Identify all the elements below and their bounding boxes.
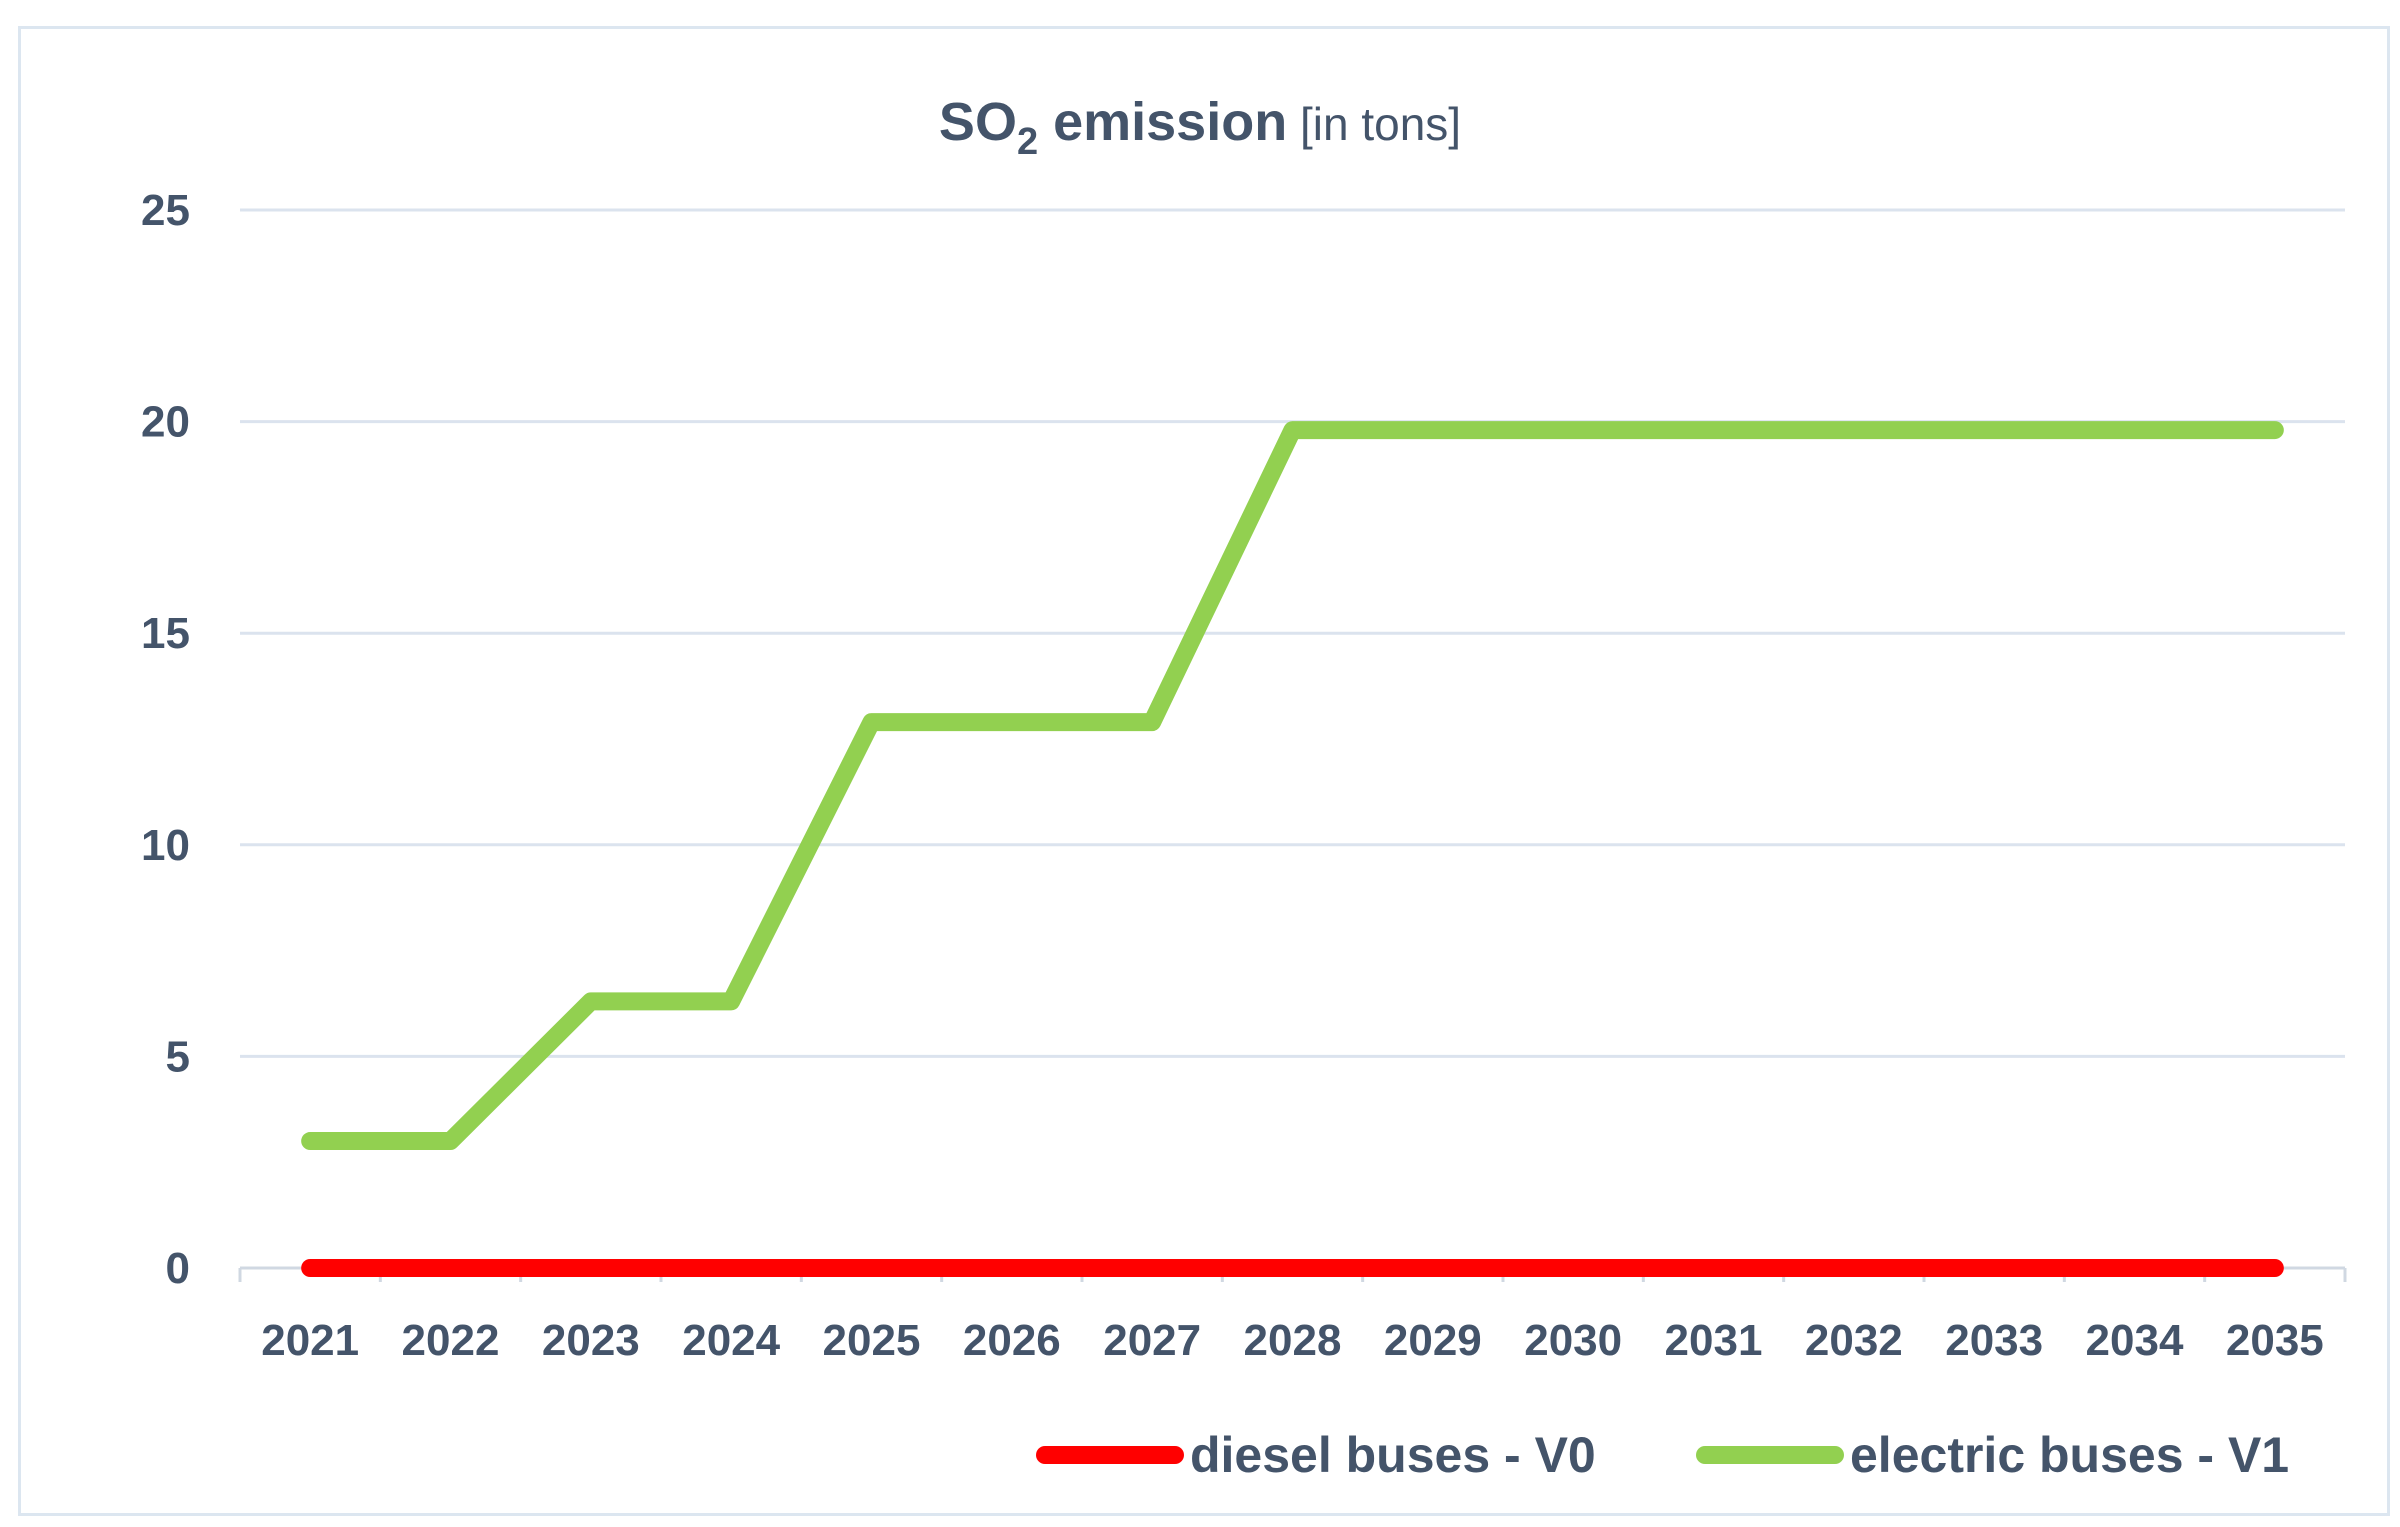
legend: diesel buses - V0 electric buses - V1 <box>1036 1427 2289 1483</box>
legend-label: diesel buses - V0 <box>1190 1427 1596 1483</box>
x-tick-label: 2024 <box>682 1316 780 1365</box>
series-lines <box>301 421 2284 1277</box>
series-line <box>301 421 2284 1151</box>
series-electric <box>301 421 2284 1151</box>
chart-title-unit: [in tons] <box>1287 98 1461 150</box>
x-tick-label: 2023 <box>542 1316 640 1365</box>
series-diesel <box>301 1259 2284 1277</box>
x-tick-label: 2025 <box>823 1316 921 1365</box>
y-tick-label: 5 <box>166 1032 190 1081</box>
y-tick-label: 15 <box>141 609 190 658</box>
x-axis: 2021 2022 2023 2024 2025 2026 2027 2028 2029 2030… <box>238 1266 2347 1365</box>
x-tick-label: 2022 <box>402 1316 500 1365</box>
y-tick-label: 20 <box>141 398 190 447</box>
gridlines <box>240 208 2345 1270</box>
y-tick-label: 0 <box>166 1244 190 1293</box>
x-tick-label: 2034 <box>2086 1316 2184 1365</box>
legend-label: electric buses - V1 <box>1850 1427 2289 1483</box>
x-tick-label: 2033 <box>1945 1316 2043 1365</box>
x-tick-label: 2030 <box>1524 1316 1622 1365</box>
chart-title: SO2 emission [in tons] <box>939 92 1461 163</box>
chart-title-main: SO <box>939 92 1017 152</box>
y-axis-ticks: 0 5 10 15 20 25 <box>141 186 190 1293</box>
x-tick-label: 2026 <box>963 1316 1061 1365</box>
y-tick-label: 10 <box>141 821 190 870</box>
x-tick-label: 2021 <box>261 1316 359 1365</box>
x-tick-label: 2031 <box>1665 1316 1763 1365</box>
x-tick-label: 2028 <box>1244 1316 1342 1365</box>
x-tick-label: 2035 <box>2226 1316 2324 1365</box>
x-tick-label: 2027 <box>1103 1316 1201 1365</box>
x-tick-label: 2032 <box>1805 1316 1903 1365</box>
y-tick-label: 25 <box>141 186 190 235</box>
x-tick-label: 2029 <box>1384 1316 1482 1365</box>
chart-title-suffix: emission <box>1038 92 1287 152</box>
chart-title-subscript: 2 <box>1017 121 1038 163</box>
